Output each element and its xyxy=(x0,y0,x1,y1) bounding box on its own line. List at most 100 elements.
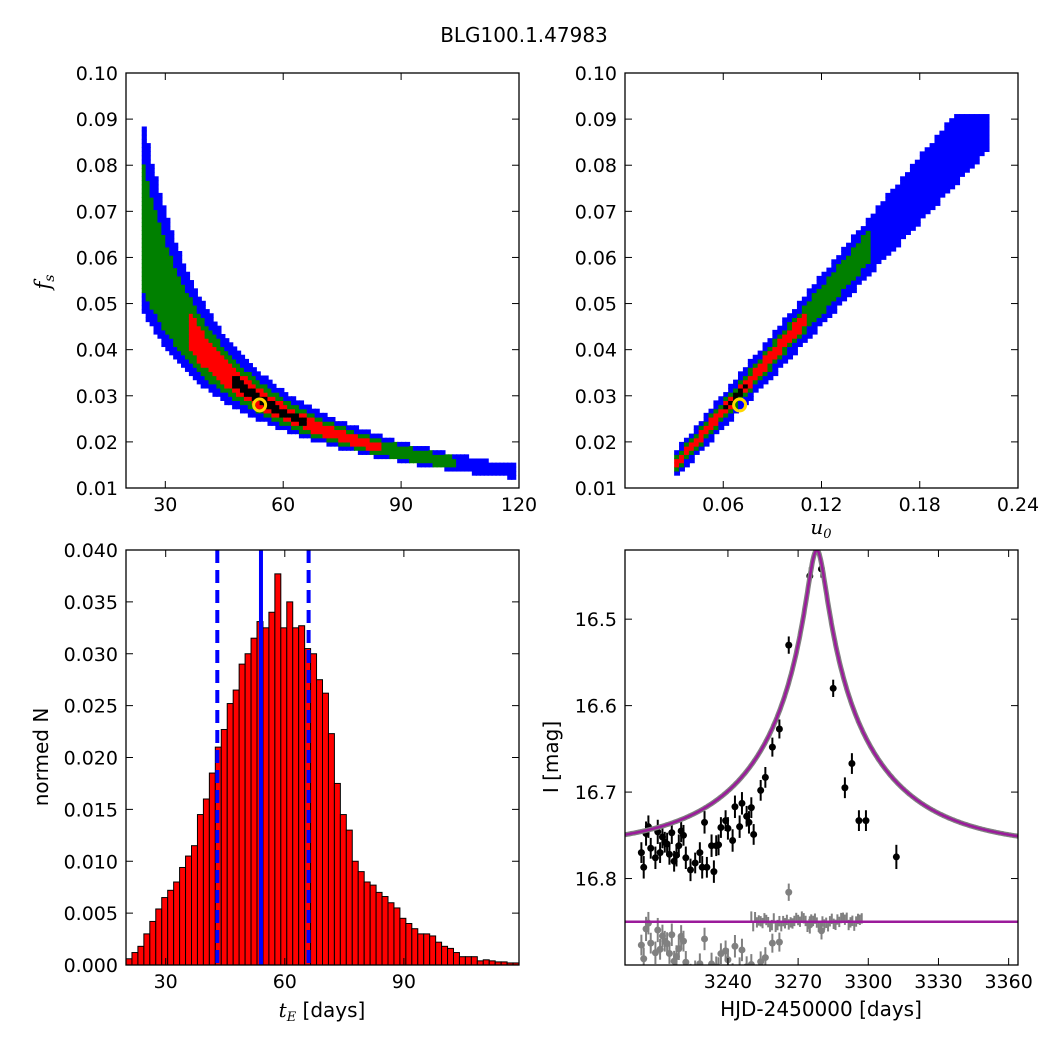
heatmap-cell xyxy=(973,122,980,128)
heatmap-cell xyxy=(271,416,277,422)
heatmap-cell xyxy=(228,383,234,389)
heatmap-cell xyxy=(737,379,744,385)
heatmap-cell xyxy=(929,192,936,198)
heatmap-cell xyxy=(165,217,171,223)
heatmap-cell xyxy=(767,338,774,343)
heatmap-cell xyxy=(919,159,926,165)
heatmap-cell xyxy=(905,213,911,219)
heatmap-cell xyxy=(165,288,171,294)
heatmap-cell xyxy=(850,267,857,273)
heatmap-cell xyxy=(821,275,828,281)
heatmap-cell xyxy=(141,255,147,260)
heatmap-cell xyxy=(169,309,175,314)
heatmap-cell xyxy=(782,350,789,356)
heatmap-cell xyxy=(479,466,485,472)
heatmap-cell xyxy=(153,180,159,186)
heatmap-cell xyxy=(141,230,147,235)
heatmap-cell xyxy=(460,462,466,468)
heatmap-cell xyxy=(924,184,931,190)
data-point xyxy=(647,844,655,852)
data-point xyxy=(738,799,746,807)
heatmap-cell xyxy=(483,470,489,476)
heatmap-cell xyxy=(310,433,316,439)
heatmap-cell xyxy=(816,304,823,310)
heatmap-cell xyxy=(924,159,931,165)
heatmap-cell xyxy=(184,271,191,277)
heatmap-cell xyxy=(173,267,179,273)
heatmap-cell xyxy=(243,383,250,389)
heatmap-cell xyxy=(283,421,289,426)
heatmap-cell xyxy=(338,421,344,426)
heatmap-cell xyxy=(188,358,195,364)
heatmap-cell xyxy=(173,354,179,360)
heatmap-cell xyxy=(747,363,754,368)
tE-fs-xtick-label: 90 xyxy=(389,494,413,516)
heatmap-cell xyxy=(811,296,818,302)
hist-ytick-label: 0.010 xyxy=(64,851,118,873)
residual-point xyxy=(647,939,655,947)
heatmap-cell xyxy=(228,350,234,356)
heatmap-cell xyxy=(157,313,163,318)
heatmap-cell xyxy=(291,416,297,422)
u0-fs-ytick-label: 0.01 xyxy=(575,478,617,500)
heatmap-cell xyxy=(141,304,147,310)
heatmap-cell xyxy=(432,450,438,455)
heatmap-cell xyxy=(855,263,862,269)
heatmap-cell xyxy=(870,267,877,273)
histogram-bar xyxy=(333,782,341,966)
heatmap-cell xyxy=(334,437,340,443)
heatmap-cell xyxy=(173,329,179,335)
heatmap-cell xyxy=(806,288,813,294)
heatmap-cell xyxy=(157,321,163,327)
heatmap-cell xyxy=(924,147,931,152)
heatmap-cell xyxy=(895,217,902,223)
heatmap-cell xyxy=(968,147,975,152)
heatmap-cell xyxy=(836,267,843,273)
heatmap-cell xyxy=(247,379,253,385)
heatmap-cell xyxy=(145,300,151,306)
heatmap-cell xyxy=(416,446,422,451)
heatmap-cell xyxy=(860,255,867,260)
heatmap-cell xyxy=(826,304,833,310)
heatmap-cell xyxy=(475,470,481,476)
heatmap-cell xyxy=(267,408,273,414)
heatmap-cell xyxy=(860,246,867,252)
heatmap-cell xyxy=(880,234,887,240)
heatmap-cell xyxy=(220,342,226,348)
heatmap-cell xyxy=(346,433,352,439)
heatmap-cell xyxy=(841,292,848,298)
heatmap-cell xyxy=(212,383,218,389)
heatmap-cell xyxy=(200,342,206,348)
heatmap-cell xyxy=(196,371,202,377)
data-point xyxy=(855,817,863,825)
heatmap-cell xyxy=(787,321,794,327)
residual-point xyxy=(738,946,746,954)
heatmap-cell xyxy=(153,192,159,198)
heatmap-cell xyxy=(149,217,155,223)
heatmap-cell xyxy=(165,234,171,240)
histogram-bar xyxy=(470,956,478,966)
heatmap-cell xyxy=(850,288,857,294)
heatmap-cell xyxy=(440,454,446,460)
heatmap-cell xyxy=(806,292,813,298)
heatmap-cell xyxy=(772,350,779,356)
heatmap-cell xyxy=(939,159,946,165)
data-point xyxy=(691,859,699,867)
heatmap-cell xyxy=(954,180,961,186)
histogram-bar xyxy=(369,884,377,966)
heatmap-cell xyxy=(224,350,230,356)
heatmap-cell xyxy=(420,458,426,464)
heatmap-cell xyxy=(153,184,159,190)
heatmap-cell xyxy=(173,338,179,343)
heatmap-cell xyxy=(169,271,175,277)
heatmap-cell xyxy=(491,466,497,472)
heatmap-cell xyxy=(181,342,187,348)
heatmap-cell xyxy=(826,275,833,281)
heatmap-cell xyxy=(157,259,163,265)
heatmap-cell xyxy=(905,221,911,227)
heatmap-cell xyxy=(895,205,902,211)
heatmap-cell xyxy=(306,425,312,431)
heatmap-cell xyxy=(963,167,970,173)
heatmap-cell xyxy=(157,213,163,219)
heatmap-cell xyxy=(855,246,862,252)
